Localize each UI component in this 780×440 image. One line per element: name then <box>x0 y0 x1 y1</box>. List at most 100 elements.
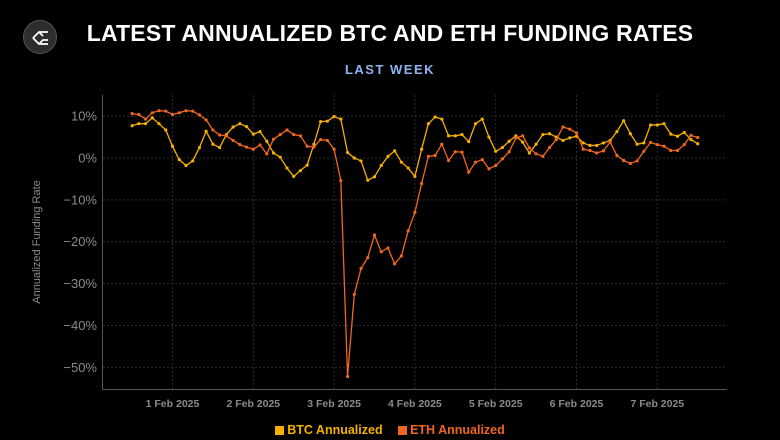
data-point[interactable] <box>635 142 639 146</box>
data-point[interactable] <box>588 148 592 153</box>
data-point[interactable] <box>413 210 417 215</box>
data-point[interactable] <box>157 109 161 113</box>
data-point[interactable] <box>137 122 141 126</box>
data-point[interactable] <box>669 132 673 136</box>
data-point[interactable] <box>588 143 592 148</box>
data-point[interactable] <box>332 147 336 151</box>
data-point[interactable] <box>191 109 195 113</box>
data-point[interactable] <box>271 137 276 141</box>
data-point[interactable] <box>642 149 646 153</box>
data-point[interactable] <box>130 124 134 128</box>
data-point[interactable] <box>494 163 498 168</box>
data-point[interactable] <box>426 122 430 126</box>
data-point[interactable] <box>527 151 531 155</box>
data-point[interactable] <box>406 229 410 233</box>
data-point[interactable] <box>359 266 363 271</box>
data-point[interactable] <box>325 119 329 123</box>
data-point[interactable] <box>420 147 424 151</box>
data-point[interactable] <box>487 167 491 171</box>
data-point[interactable] <box>453 150 457 154</box>
data-point[interactable] <box>507 150 511 154</box>
data-point[interactable] <box>150 116 154 120</box>
data-point[interactable] <box>696 142 700 146</box>
data-point[interactable] <box>238 143 242 147</box>
data-point[interactable] <box>366 256 370 260</box>
data-point[interactable] <box>662 144 666 148</box>
data-point[interactable] <box>642 141 646 145</box>
data-point[interactable] <box>278 132 282 137</box>
data-point[interactable] <box>561 125 565 129</box>
data-point[interactable] <box>440 117 444 121</box>
data-point[interactable] <box>218 145 222 150</box>
data-point[interactable] <box>514 136 518 140</box>
data-point[interactable] <box>446 134 451 138</box>
data-point[interactable] <box>534 142 538 146</box>
data-point[interactable] <box>204 129 208 133</box>
data-point[interactable] <box>527 146 531 150</box>
data-point[interactable] <box>177 111 181 115</box>
data-point[interactable] <box>413 174 417 179</box>
data-point[interactable] <box>669 148 673 153</box>
data-point[interactable] <box>615 153 619 158</box>
data-point[interactable] <box>547 132 552 136</box>
data-point[interactable] <box>285 128 289 132</box>
data-point[interactable] <box>345 150 350 155</box>
data-point[interactable] <box>689 137 693 142</box>
data-point[interactable] <box>211 128 215 132</box>
data-point[interactable] <box>399 254 404 258</box>
data-point[interactable] <box>177 158 181 162</box>
data-point[interactable] <box>150 111 154 115</box>
data-point[interactable] <box>298 134 303 138</box>
data-point[interactable] <box>595 151 599 155</box>
data-point[interactable] <box>446 158 451 163</box>
data-point[interactable] <box>433 153 437 158</box>
data-point[interactable] <box>568 127 572 131</box>
data-point[interactable] <box>386 246 390 250</box>
data-point[interactable] <box>547 145 552 150</box>
data-point[interactable] <box>534 152 538 156</box>
data-point[interactable] <box>372 175 377 179</box>
data-point[interactable] <box>675 134 680 138</box>
data-point[interactable] <box>453 134 457 138</box>
data-point[interactable] <box>292 132 296 137</box>
data-point[interactable] <box>440 142 444 146</box>
data-point[interactable] <box>689 133 693 138</box>
data-point[interactable] <box>541 132 545 137</box>
data-point[interactable] <box>574 131 579 135</box>
data-point[interactable] <box>608 140 612 144</box>
data-point[interactable] <box>325 138 329 143</box>
data-point[interactable] <box>393 262 397 266</box>
data-point[interactable] <box>137 112 141 117</box>
data-point[interactable] <box>675 148 680 153</box>
data-point[interactable] <box>164 109 168 113</box>
data-point[interactable] <box>628 132 632 136</box>
data-point[interactable] <box>164 128 168 132</box>
data-point[interactable] <box>473 160 478 164</box>
data-point[interactable] <box>622 158 626 163</box>
data-point[interactable] <box>238 122 242 126</box>
data-point[interactable] <box>541 154 545 158</box>
data-point[interactable] <box>426 154 430 158</box>
data-point[interactable] <box>507 139 511 143</box>
data-point[interactable] <box>332 114 336 119</box>
data-point[interactable] <box>628 161 632 166</box>
data-point[interactable] <box>352 292 356 297</box>
data-point[interactable] <box>319 137 323 142</box>
data-point[interactable] <box>500 145 505 150</box>
data-point[interactable] <box>655 123 659 127</box>
data-point[interactable] <box>487 135 491 139</box>
data-point[interactable] <box>460 150 464 154</box>
legend-item-eth[interactable]: ETH Annualized <box>398 423 505 437</box>
data-point[interactable] <box>285 166 289 170</box>
data-point[interactable] <box>292 174 296 179</box>
data-point[interactable] <box>170 144 175 148</box>
data-point[interactable] <box>231 125 235 129</box>
data-point[interactable] <box>648 140 653 145</box>
data-point[interactable] <box>473 122 478 126</box>
data-point[interactable] <box>467 140 471 144</box>
data-point[interactable] <box>197 113 202 117</box>
data-point[interactable] <box>278 155 282 159</box>
data-point[interactable] <box>682 143 686 147</box>
data-point[interactable] <box>244 125 249 129</box>
data-point[interactable] <box>204 118 208 122</box>
